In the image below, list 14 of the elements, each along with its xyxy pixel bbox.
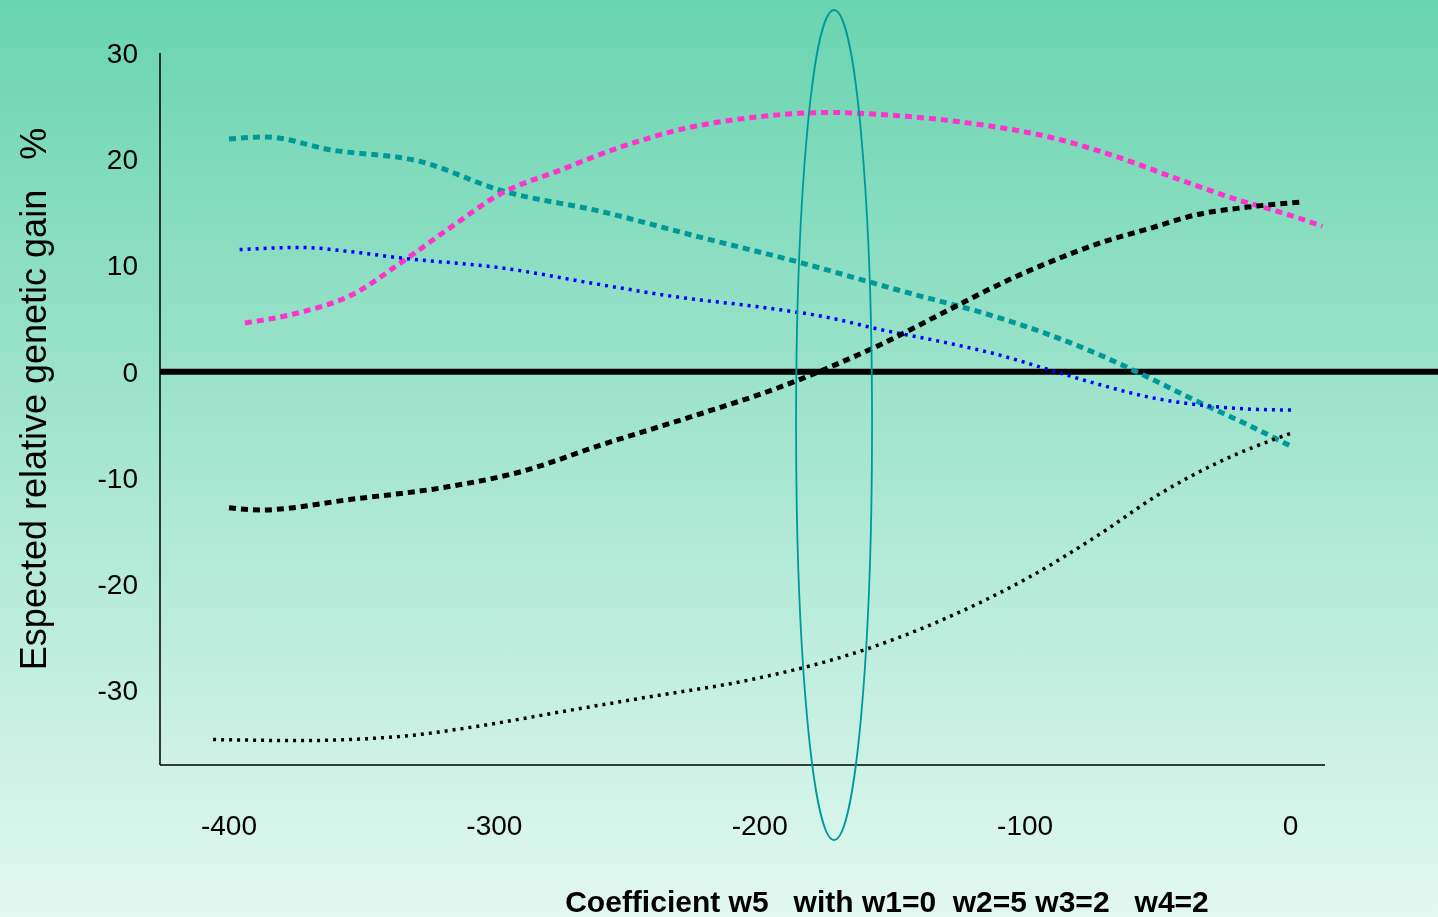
x-tick-label: -400 [200,810,258,841]
y-tick-label: 20 [106,144,138,176]
y-tick-label: 0 [122,356,138,388]
x-tick-label: 0 [1282,810,1299,841]
x-tick-label: -300 [466,810,523,841]
x-tick-label: -100 [997,810,1054,841]
y-tick-label: 10 [106,250,138,282]
y-tick-label: -10 [97,462,138,494]
x-tick-label: -200 [731,810,788,841]
y-tick-label: -30 [97,675,138,707]
x-axis-title: Coefficient w5 with w1=0 w2=5 w3=2 w4=2 [565,885,1209,917]
y-tick-label: 30 [106,37,138,69]
y-axis-title: Espected relative genetic gain % [13,127,54,671]
y-tick-label: -20 [97,569,138,601]
